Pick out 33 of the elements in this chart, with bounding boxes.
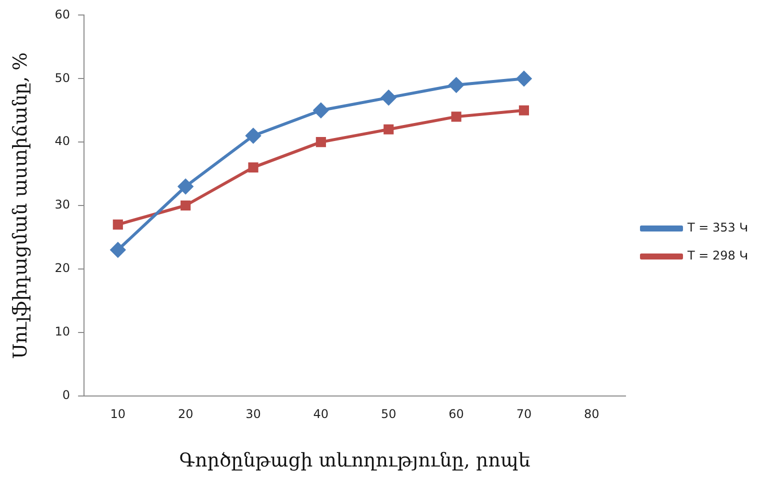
point (313, 102, 328, 118)
x-tick-label: 70 (516, 407, 532, 422)
y-tick-label: 0 (62, 388, 70, 402)
point (316, 137, 326, 148)
point (110, 242, 126, 258)
x-tick-label: 50 (380, 407, 396, 422)
y-tick-label: 20 (54, 261, 70, 276)
point (384, 124, 394, 134)
point (180, 200, 191, 211)
point (381, 90, 396, 106)
point (248, 162, 258, 172)
point (112, 219, 123, 230)
x-tick-label: 30 (246, 407, 261, 422)
legend-label: T = 298 Կ (686, 248, 748, 263)
x-tick-label: 60 (448, 407, 464, 422)
y-axis-title: Սուլֆիդացման աստիճանը, % (9, 52, 32, 359)
x-tick-label: 40 (313, 407, 329, 422)
point (451, 112, 462, 122)
point (178, 178, 194, 194)
point (518, 105, 530, 116)
point (246, 128, 261, 144)
y-tick-label: 50 (54, 70, 70, 85)
y-tick-label: 10 (54, 324, 70, 338)
y-tick-label: 60 (54, 7, 70, 22)
y-tick-label: 40 (54, 134, 70, 148)
x-tick-label: 10 (110, 407, 126, 422)
point (516, 71, 532, 86)
x-axis-title: Գործընթացի տևողությունը, րոպե (179, 450, 530, 472)
x-tick-label: 20 (178, 407, 194, 422)
x-tick-label: 80 (584, 407, 600, 422)
y-tick-label: 30 (54, 198, 70, 212)
point (448, 77, 464, 92)
legend-label: T = 353 Կ (686, 220, 748, 235)
